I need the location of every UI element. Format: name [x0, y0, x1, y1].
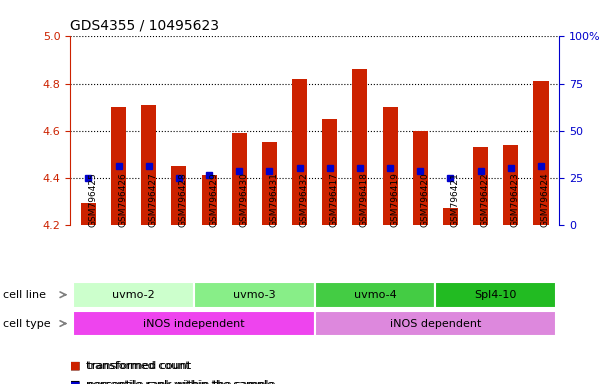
Bar	[111, 107, 126, 225]
Bar	[232, 133, 247, 225]
Text: ■  percentile rank within the sample: ■ percentile rank within the sample	[70, 380, 276, 384]
Text: GSM796427: GSM796427	[148, 172, 158, 227]
Text: Spl4-10: Spl4-10	[475, 290, 517, 300]
Text: GSM796417: GSM796417	[330, 172, 338, 227]
Bar	[353, 70, 367, 225]
Bar	[412, 131, 428, 225]
Text: GSM796422: GSM796422	[481, 172, 489, 227]
Bar	[443, 208, 458, 225]
Text: uvmo-4: uvmo-4	[354, 290, 397, 300]
Text: cell line: cell line	[3, 290, 46, 300]
Text: iNOS independent: iNOS independent	[143, 318, 245, 329]
Text: uvmo-3: uvmo-3	[233, 290, 276, 300]
Bar	[194, 282, 315, 308]
Bar	[171, 166, 186, 225]
Text: GSM796420: GSM796420	[420, 172, 430, 227]
Text: GSM796430: GSM796430	[240, 172, 248, 227]
Bar	[292, 79, 307, 225]
Text: GSM796418: GSM796418	[360, 172, 369, 227]
Bar	[202, 175, 217, 225]
Text: GSM796432: GSM796432	[299, 172, 309, 227]
Text: ■: ■	[70, 380, 81, 384]
Text: GSM796431: GSM796431	[269, 172, 279, 227]
Text: GSM796419: GSM796419	[390, 172, 399, 227]
Bar	[436, 282, 556, 308]
Text: GSM796425: GSM796425	[89, 172, 97, 227]
Bar	[533, 81, 549, 225]
Bar	[503, 145, 518, 225]
Text: uvmo-2: uvmo-2	[112, 290, 155, 300]
Bar	[382, 107, 398, 225]
Bar	[315, 282, 436, 308]
Bar	[473, 147, 488, 225]
Text: percentile rank within the sample: percentile rank within the sample	[86, 380, 273, 384]
Text: transformed count: transformed count	[86, 361, 189, 371]
Text: GSM796428: GSM796428	[179, 172, 188, 227]
Bar	[315, 311, 556, 336]
Bar	[262, 142, 277, 225]
Text: GSM796429: GSM796429	[209, 172, 218, 227]
Text: GSM796423: GSM796423	[511, 172, 520, 227]
Text: GDS4355 / 10495623: GDS4355 / 10495623	[70, 18, 219, 33]
Text: GSM796426: GSM796426	[119, 172, 128, 227]
Text: GSM796424: GSM796424	[541, 172, 550, 227]
Bar	[322, 119, 337, 225]
Text: ■  transformed count: ■ transformed count	[70, 361, 191, 371]
Text: ■: ■	[70, 361, 81, 371]
Text: cell type: cell type	[3, 318, 51, 329]
Bar	[141, 105, 156, 225]
Bar	[73, 282, 194, 308]
Bar	[73, 311, 315, 336]
Text: iNOS dependent: iNOS dependent	[390, 318, 481, 329]
Text: GSM796421: GSM796421	[450, 172, 459, 227]
Bar	[81, 204, 96, 225]
